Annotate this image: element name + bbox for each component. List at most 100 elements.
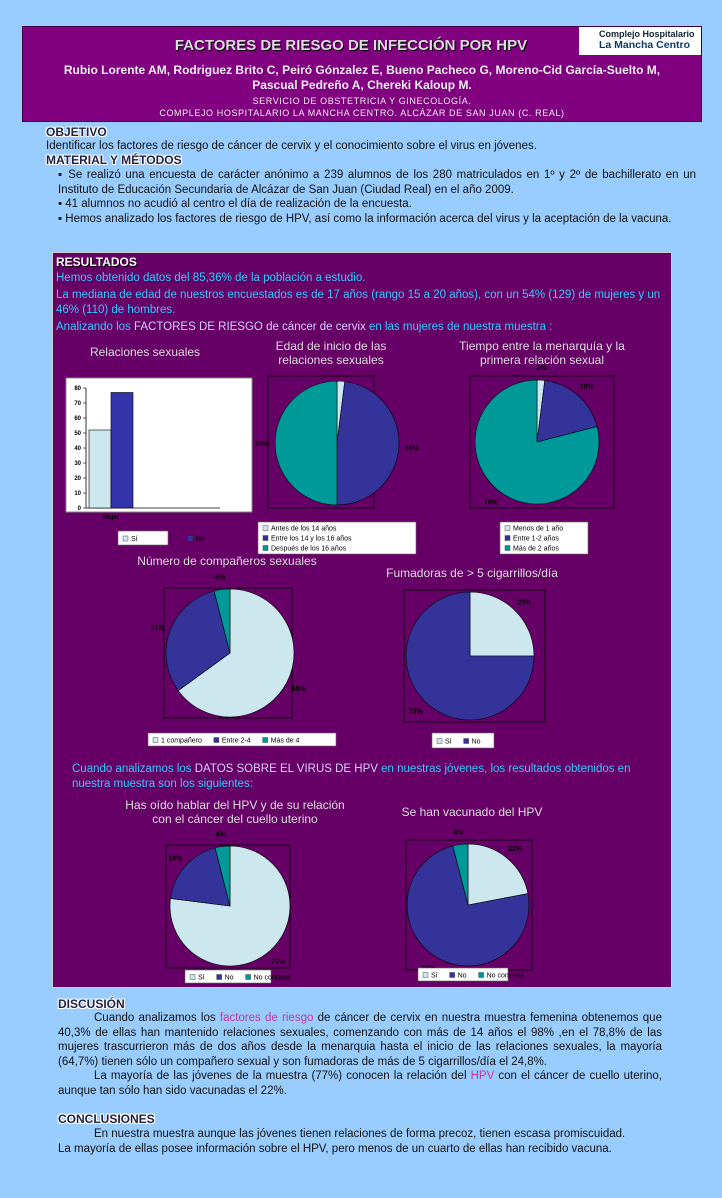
legend-label: No — [458, 973, 467, 980]
section-heading: DISCUSIÓN — [58, 997, 125, 1011]
results-panel: RESULTADOS Hemos obtenido datos del 85,3… — [52, 252, 672, 988]
y-tick-label: 20 — [74, 476, 81, 482]
legend-box — [431, 732, 495, 749]
text-run: en nuestras jóvenes, los resultados obte… — [72, 763, 631, 790]
legend-label: Más de 2 años — [513, 546, 559, 553]
pie-value-label: 31% — [151, 625, 166, 632]
author-line: Pascual Pedreño A, Chereki Kaloup M. — [252, 78, 472, 92]
pie-slice — [467, 843, 529, 906]
pie-slice — [406, 845, 530, 967]
section-heading: MATERIAL Y MÉTODOS — [46, 153, 182, 167]
text-run: La mayoría de ellas posee información so… — [58, 1142, 612, 1155]
pie-value-label: 77% — [271, 959, 286, 966]
section-heading: RESULTADOS — [56, 255, 137, 269]
y-tick-label: 50 — [74, 431, 81, 437]
legend-swatch — [436, 738, 443, 744]
legend-box — [257, 521, 417, 555]
bullet: ▪ — [58, 212, 66, 225]
pie-slice — [274, 380, 338, 506]
legend-box — [184, 969, 272, 984]
legend-swatch — [504, 525, 511, 531]
list-item: ▪ Hemos analizado los factores de riesgo… — [58, 212, 696, 227]
legend-swatch — [122, 535, 129, 542]
text-run: Cuando analizamos los — [94, 1012, 220, 1024]
pie-value-label: 75% — [409, 708, 424, 715]
y-tick-label: 70 — [74, 401, 81, 407]
legend-label: No — [196, 536, 205, 543]
plot-frame — [469, 375, 615, 509]
legend-box — [117, 530, 169, 546]
item-text: Hemos analizado los factores de riesgo d… — [65, 212, 672, 225]
bullet: ▪ — [58, 198, 66, 210]
pie-slice — [474, 379, 600, 505]
text-run: Hemos obtenido datos del 85,36% de la po… — [56, 272, 366, 284]
legend-label: Entre 1-2 años — [513, 536, 559, 543]
chart-title: Se han vacunado del HPV — [401, 805, 543, 819]
paragraph: La mayoría de ellas posee información so… — [58, 1142, 668, 1157]
legend-box — [499, 521, 589, 555]
legend-label: Sí — [431, 973, 438, 980]
pie-value-label: 4% — [454, 830, 465, 837]
y-tick-label: 30 — [74, 461, 81, 467]
legend-swatch — [189, 974, 196, 980]
logo-line: La Mancha Centro — [599, 39, 691, 51]
legend-label: Sí — [445, 739, 452, 746]
legend-swatch — [187, 535, 193, 542]
dept-line: COMPLEJO HOSPITALARIO LA MANCHA CENTRO. … — [159, 108, 565, 118]
legend-swatch — [262, 535, 269, 541]
bar — [110, 392, 134, 509]
bullet: ▪ — [58, 169, 69, 181]
y-tick-label: 0 — [78, 506, 82, 512]
logo: Complejo Hospitalario La Mancha Centro — [579, 27, 701, 55]
legend-label: No contesta — [254, 975, 291, 982]
legend-swatch — [463, 738, 469, 744]
paragraph: Cuando analizamos los DATOS SOBRE EL VIR… — [72, 762, 667, 792]
pie-value-label: 4% — [215, 575, 226, 582]
pie-value-label: 79% — [484, 499, 499, 506]
text-run: La mediana de edad de nuestros encuestad… — [56, 289, 661, 316]
pie-slice — [405, 591, 535, 721]
chart-title: Número de compañeros sexuales — [137, 554, 317, 568]
item-text: 41 alumnos no acudió al centro el día de… — [65, 198, 412, 210]
pie-slice — [177, 588, 295, 718]
author-line: Rubio Lorente AM, Rodriguez Brito C, Pei… — [63, 63, 661, 77]
legend-label: Sí — [131, 536, 138, 543]
list-item: ▪ 41 alumnos no acudió al centro el día … — [58, 197, 696, 212]
pie-slice — [170, 847, 231, 907]
legend-swatch — [216, 974, 222, 980]
legend-label: Entre 2-4 — [222, 738, 251, 745]
legend-swatch — [504, 535, 511, 541]
item-text: Se realizó una encuesta de carácter anón… — [58, 169, 696, 196]
paragraph: La mayoría de las jóvenes de la muestra … — [58, 1069, 662, 1098]
title: FACTORES DE RIESGO DE INFECCIÓN POR HPV — [174, 37, 528, 54]
section-heading: OBJETIVO — [46, 125, 107, 139]
header: FACTORES DE RIESGO DE INFECCIÓN POR HPV … — [22, 26, 702, 122]
y-tick-label: 40 — [74, 446, 81, 452]
legend-swatch — [213, 737, 220, 743]
text-run: La mayoría de las jóvenes de la muestra … — [94, 1070, 471, 1082]
legend-swatch — [478, 972, 484, 978]
text-run: HPV — [470, 1070, 495, 1082]
chart-title: Relaciones sexuales — [89, 345, 201, 359]
legend-label: Sí — [198, 975, 205, 982]
legend-swatch — [504, 545, 511, 551]
pie-value-label: 65% — [292, 686, 307, 693]
section-heading: CONCLUSIONES — [58, 1112, 155, 1126]
pie-value-label: 4% — [216, 832, 227, 839]
plot-frame — [403, 589, 546, 723]
y-tick-label: 60 — [74, 416, 81, 422]
pie-slice — [169, 845, 291, 967]
chart-title: Edad de inicio de las relaciones sexuale… — [275, 339, 387, 367]
text-run: En nuestra muestra aunque las jóvenes ti… — [94, 1128, 626, 1140]
text-run: FACTORES DE RIESGO de cáncer de cervix — [134, 321, 366, 333]
pie-slice — [214, 845, 231, 907]
legend-label: No — [225, 975, 234, 982]
pie-value-label: 50% — [255, 441, 270, 448]
x-tick-label: Mujer — [103, 515, 120, 521]
text-run: Analizando los — [56, 321, 134, 333]
legend-swatch — [262, 525, 269, 531]
pie-slice — [165, 590, 231, 692]
legend-swatch — [245, 974, 251, 980]
